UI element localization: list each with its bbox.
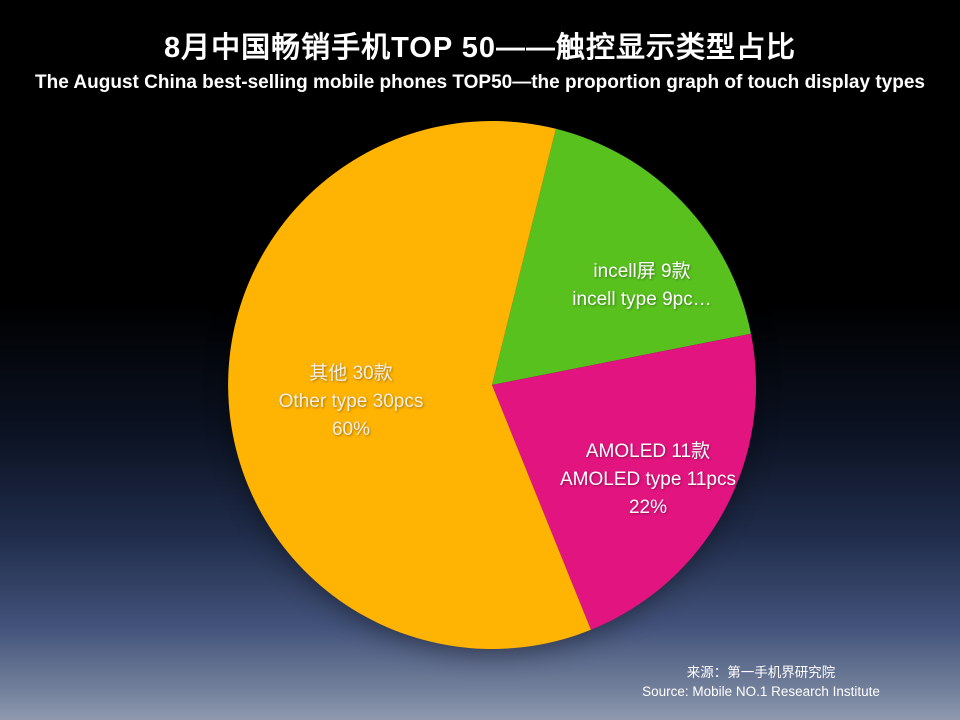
pie-label-other: 其他 30款 Other type 30pcs 60% <box>279 360 424 444</box>
pie-slice-incell <box>492 128 751 386</box>
source-en: Source: Mobile NO.1 Research Institute <box>642 684 880 699</box>
pie-label-incell-zh: incell屏 9款 <box>593 261 691 282</box>
chart-title-zh: 8月中国畅销手机TOP 50——触控显示类型占比 <box>163 32 796 64</box>
pie-label-amoled-en: AMOLED type 11pcs <box>559 469 737 490</box>
pie-label-other-en: Other type 30pcs <box>278 391 424 412</box>
pie-label-amoled-zh: AMOLED 11款 <box>585 441 711 462</box>
slide-header: 8月中国畅销手机TOP 50——触控显示类型占比 The August Chin… <box>0 24 960 94</box>
pie-label-other-pct: 60% <box>331 419 371 440</box>
source-zh: 来源：第一手机界研究院 <box>686 665 836 680</box>
pie-label-amoled-pct: 22% <box>628 497 668 518</box>
pie-slice-amoled <box>492 333 757 630</box>
pie-label-other-zh: 其他 30款 <box>309 363 393 384</box>
pie-label-amoled: AMOLED 11款 AMOLED type 11pcs 22% <box>560 438 736 522</box>
source-note: 来源：第一手机界研究院 Source: Mobile NO.1 Research… <box>561 663 960 701</box>
pie-slice-other <box>228 120 591 649</box>
pie-label-incell-en: incell type 9pc… <box>572 289 712 310</box>
pie-label-incell: incell屏 9款 incell type 9pc… <box>572 258 711 314</box>
chart-title-en: The August China best-selling mobile pho… <box>35 72 925 93</box>
